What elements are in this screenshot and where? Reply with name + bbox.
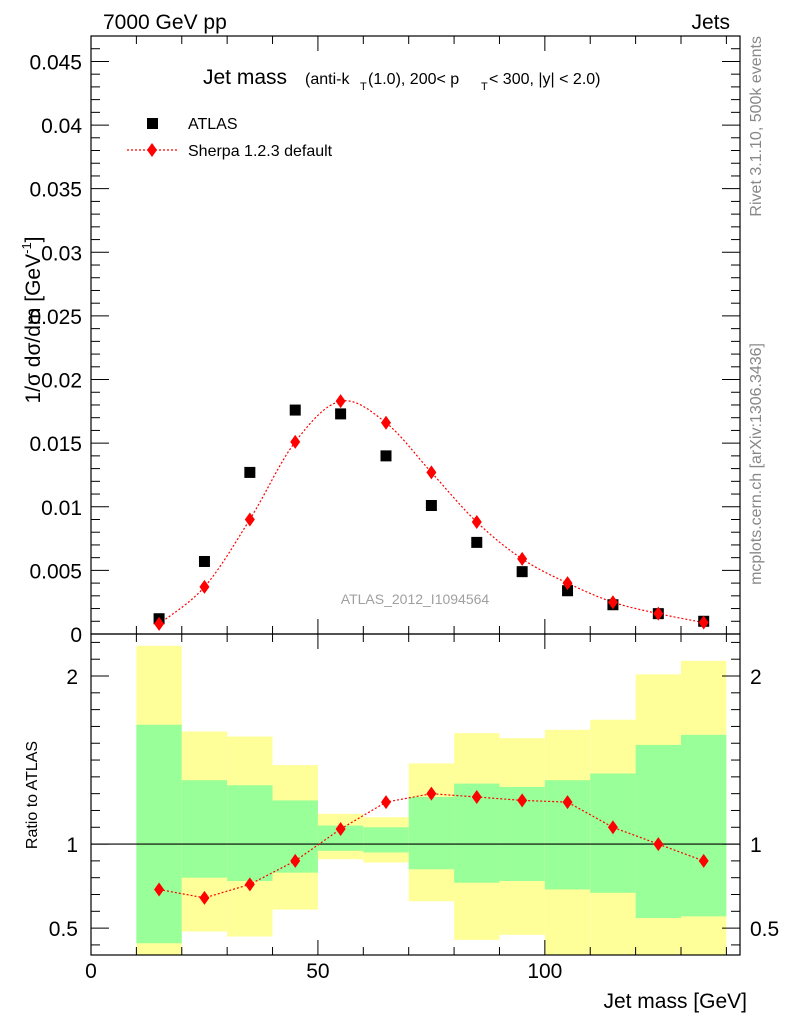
ratio-sherpa-point (244, 877, 255, 892)
main-ylabel-close: ] (22, 236, 45, 242)
main-y-tick-label: 0.025 (29, 306, 82, 329)
main-y-tick-label: 0.02 (41, 370, 82, 393)
main-sherpa-point (562, 576, 573, 591)
legend-atlas-label: ATLAS (188, 116, 238, 133)
main-atlas-point (562, 585, 574, 597)
collision-energy-label: 7000 GeV pp (103, 11, 227, 34)
ratio-band-green (363, 827, 409, 853)
legend-sherpa-label: Sherpa 1.2.3 default (188, 143, 333, 160)
main-ylabel-text: 1/σ dσ/dm [GeV (22, 254, 45, 404)
main-sherpa-point (381, 415, 391, 430)
ratio-y-tick-label-right: 2 (750, 666, 762, 689)
category-label: Jets (691, 11, 730, 34)
x-axis-label: Jet mass [GeV] (603, 990, 747, 1013)
main-y-tick-label: 0.01 (41, 497, 82, 520)
ratio-sherpa-point (381, 795, 391, 810)
main-sherpa-point (290, 434, 301, 449)
ratio-band-green (227, 785, 273, 882)
main-y-tick-label: 0.035 (29, 179, 82, 202)
ratio-sherpa-point (290, 853, 301, 868)
plot-title: Jet mass (203, 66, 287, 89)
main-y-tick-label: 0.03 (41, 242, 82, 265)
main-ylabel: 1/σ dσ/dm [GeV-1] (19, 236, 45, 403)
main-atlas-point (516, 566, 528, 578)
ratio-y-tick-label-right: 1 (750, 834, 762, 857)
main-sherpa-point (471, 515, 482, 530)
main-atlas-point (289, 404, 301, 416)
x-tick-label: 0 (85, 960, 97, 983)
main-sherpa-point (607, 595, 618, 610)
main-sherpa-point (244, 512, 255, 527)
legend-atlas-marker (147, 118, 158, 129)
ratio-band-green (635, 744, 681, 919)
main-y-tick-label: 0.015 (29, 433, 82, 456)
main-atlas-point (425, 499, 437, 511)
main-y-tick-label: 0.045 (29, 51, 82, 74)
rivet-version-label: Rivet 3.1.10, 500k events (748, 36, 765, 217)
ratio-band-green (681, 734, 727, 917)
main-sherpa-point (517, 551, 528, 566)
ratio-sherpa-point (426, 786, 437, 801)
main-sherpa-point (653, 606, 664, 621)
main-sherpa-point (698, 615, 709, 630)
main-atlas-point (380, 450, 392, 462)
main-atlas-point (244, 466, 256, 478)
ratio-sherpa-point (335, 821, 346, 836)
ratio-frame (90, 633, 741, 956)
ratio-band-green (136, 724, 182, 944)
subtitle-part: (anti-k (305, 71, 350, 88)
ratio-sherpa-point (471, 790, 482, 805)
mcplots-credit-label: mcplots.cern.ch [arXiv:1306.3436] (748, 343, 765, 585)
main-panel: 0 0.005 0.01 0.015 0.02 0.025 0.03 0.035 0.04 0.0… (29, 35, 741, 647)
ratio-sherpa-point (653, 837, 664, 852)
ratio-y-tick-label-left: 2 (66, 666, 78, 689)
main-atlas-point (335, 408, 347, 420)
main-atlas-point (471, 536, 483, 548)
main-ylabel-sup: -1 (19, 242, 34, 254)
subtitle-subscript: T (360, 81, 367, 93)
ratio-band-green (408, 797, 455, 870)
ratio-ylabel: Ratio to ATLAS (24, 741, 41, 849)
main-y-tick-label: 0.04 (41, 115, 82, 138)
ratio-sherpa-point (562, 795, 573, 810)
subtitle-subscript: T (481, 81, 488, 93)
main-sherpa-point (154, 616, 165, 631)
ratio-y-tick-label-left: 0.5 (49, 918, 78, 941)
ratio-sherpa-point (607, 820, 618, 835)
subtitle-part: (1.0), 200< p (368, 71, 459, 88)
ratio-sherpa-point (154, 882, 165, 897)
svg-text:1/σ dσ/dm [GeV-1]: 1/σ dσ/dm [GeV-1] (19, 236, 45, 403)
plot-subtitle: (anti-k T (1.0), 200< p T < 300, |y| < 2… (305, 71, 601, 93)
ratio-band-green (181, 780, 228, 878)
legend-sherpa-marker (147, 143, 157, 157)
main-y-tick-label: 0 (70, 624, 82, 647)
x-tick-label: 50 (306, 960, 329, 983)
ratio-panel: 0 50 100 0.5 0.5 1 1 2 2 (49, 633, 779, 983)
main-y-tick-label: 0.005 (29, 560, 82, 583)
ratio-sherpa-point (199, 890, 210, 905)
ratio-sherpa-point (517, 793, 528, 808)
main-sherpa-point (199, 579, 210, 594)
ratio-y-tick-label-left: 1 (66, 834, 78, 857)
subtitle-part: < 300, |y| < 2.0) (489, 71, 601, 88)
ratio-sherpa-point (698, 853, 709, 868)
main-sherpa-point (426, 465, 437, 480)
ratio-y-tick-label-right: 0.5 (750, 918, 779, 941)
legend: ATLAS Sherpa 1.2.3 default (127, 116, 333, 160)
main-sherpa-point (335, 394, 346, 409)
x-tick-label: 100 (527, 960, 562, 983)
main-atlas-point (198, 555, 210, 567)
analysis-id-label: ATLAS_2012_I1094564 (341, 591, 490, 607)
